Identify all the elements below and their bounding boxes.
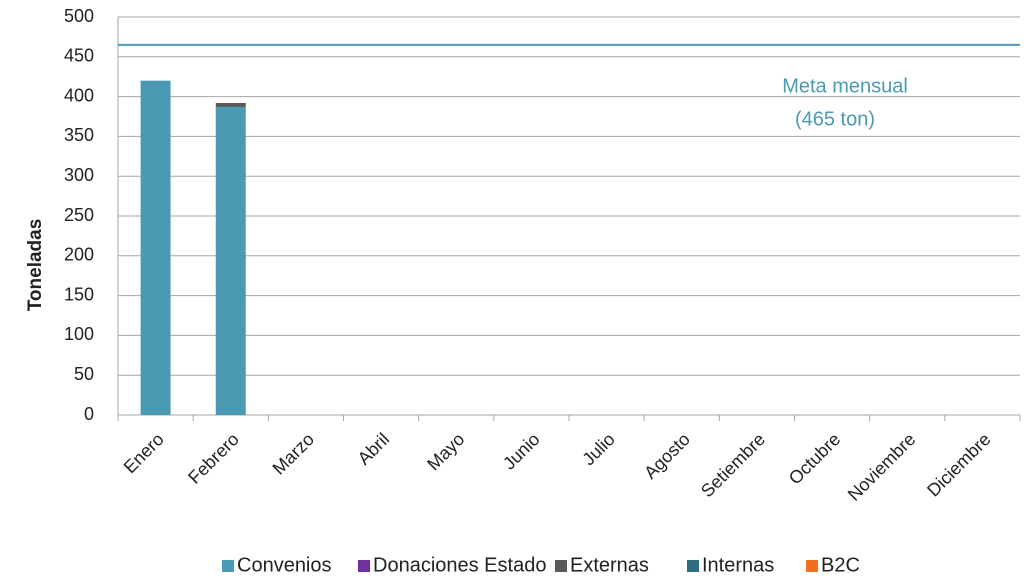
y-tick-label: 250 — [64, 205, 94, 225]
y-tick-label: 0 — [84, 404, 94, 424]
legend-label: Externas — [570, 554, 649, 576]
y-tick-label: 400 — [64, 85, 94, 105]
x-tick-label: Abril — [354, 429, 394, 469]
x-tick-label: Setiembre — [697, 429, 769, 501]
y-tick-label: 300 — [64, 165, 94, 185]
y-tick-label: 50 — [74, 364, 94, 384]
x-tick-label: Junio — [499, 429, 544, 474]
x-tick-label: Agosto — [640, 429, 694, 483]
y-tick-label: 100 — [64, 324, 94, 344]
target-sublabel: (465 ton) — [795, 108, 875, 130]
y-tick-label: 150 — [64, 284, 94, 304]
y-tick-label: 450 — [64, 46, 94, 66]
legend-swatch — [358, 560, 370, 572]
x-tick-label: Noviembre — [844, 429, 920, 505]
x-tick-label: Febrero — [184, 429, 243, 488]
y-tick-label: 500 — [64, 6, 94, 26]
legend-label: Convenios — [237, 554, 332, 576]
bar-segment — [215, 102, 246, 107]
x-tick-label: Marzo — [269, 429, 319, 479]
legend-swatch — [555, 560, 567, 572]
x-tick-label: Julio — [578, 429, 618, 469]
y-tick-label: 200 — [64, 245, 94, 265]
x-tick-label: Diciembre — [923, 429, 994, 500]
x-tick-label: Enero — [120, 429, 168, 477]
x-tick-label: Octubre — [785, 429, 844, 488]
bar-segment — [215, 106, 246, 415]
legend-swatch — [806, 560, 818, 572]
target-label: Meta mensual — [782, 75, 908, 97]
legend-swatch — [222, 560, 234, 572]
y-tick-label: 350 — [64, 125, 94, 145]
legend-label: B2C — [821, 554, 860, 576]
x-tick-label: Mayo — [423, 429, 468, 474]
legend-swatch — [687, 560, 699, 572]
legend-label: Donaciones Estado — [373, 554, 546, 576]
legend-label: Internas — [702, 554, 774, 576]
bar-segment — [140, 80, 171, 416]
y-axis-title: Toneladas — [25, 219, 46, 312]
